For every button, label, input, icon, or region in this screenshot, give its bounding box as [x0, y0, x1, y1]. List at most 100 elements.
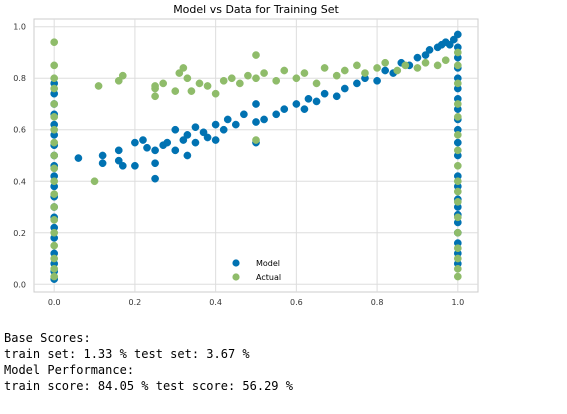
actual-point — [50, 125, 59, 134]
model-point — [453, 30, 462, 39]
model-point — [179, 136, 188, 144]
model-point — [260, 115, 268, 124]
actual-point — [260, 69, 268, 77]
actual-point — [453, 228, 462, 237]
x-tick-label: 0.8 — [371, 298, 384, 307]
actual-point — [393, 66, 402, 75]
model-performance-heading: Model Performance: — [4, 363, 135, 377]
model-point — [114, 156, 123, 165]
model-performance-line: train score: 84.05 % test score: 56.29 % — [4, 379, 293, 393]
actual-point — [453, 113, 462, 121]
actual-point — [453, 244, 462, 253]
actual-point — [433, 61, 442, 70]
model-point — [191, 138, 200, 147]
actual-point — [373, 64, 381, 72]
model-point — [74, 154, 83, 162]
actual-point — [312, 79, 321, 88]
model-point — [191, 123, 200, 132]
legend-label-model: Model — [256, 259, 280, 268]
actual-point — [453, 213, 462, 222]
model-point — [98, 159, 107, 168]
model-point — [151, 174, 159, 183]
actual-point — [421, 58, 430, 67]
actual-point — [211, 89, 220, 98]
actual-point — [453, 187, 462, 196]
model-point — [272, 110, 281, 119]
legend-label-actual: Actual — [256, 273, 281, 282]
actual-point — [292, 74, 301, 83]
model-point — [131, 138, 139, 147]
actual-point — [236, 79, 244, 88]
model-point — [223, 115, 232, 124]
actual-point — [183, 74, 192, 83]
actual-point — [203, 82, 212, 90]
legend-marker-model — [232, 259, 240, 267]
actual-point — [453, 61, 462, 70]
actual-point — [159, 79, 168, 88]
actual-point — [361, 69, 369, 77]
actual-point — [114, 76, 123, 85]
actual-point — [272, 76, 281, 85]
model-point — [292, 100, 301, 108]
chart-title: Model vs Data for Training Set — [173, 3, 339, 16]
x-tick-label: 0.4 — [209, 298, 222, 307]
actual-point — [50, 74, 59, 83]
actual-point — [50, 203, 59, 211]
actual-point — [453, 254, 462, 263]
actual-point — [50, 216, 59, 224]
actual-point — [453, 48, 462, 57]
actual-point — [171, 87, 180, 95]
model-point — [449, 35, 458, 44]
actual-point — [50, 84, 59, 93]
model-point — [340, 84, 349, 93]
actual-point — [50, 164, 59, 173]
actual-point — [50, 264, 59, 273]
actual-point — [453, 198, 462, 206]
model-point — [219, 125, 228, 134]
model-point — [98, 151, 107, 160]
model-point — [199, 128, 208, 137]
model-point — [139, 136, 147, 144]
actual-point — [50, 241, 59, 250]
actual-point — [332, 71, 341, 80]
model-point — [300, 105, 309, 113]
model-point — [171, 125, 180, 134]
actual-point — [50, 254, 59, 263]
actual-point — [252, 74, 260, 83]
actual-point — [401, 61, 410, 70]
model-point — [163, 138, 172, 147]
model-point — [320, 89, 329, 98]
actual-point — [175, 69, 184, 77]
scores-output: Base Scores: train set: 1.33 % test set:… — [4, 330, 564, 394]
actual-point — [50, 100, 59, 108]
model-point — [240, 110, 248, 119]
actual-point — [118, 71, 127, 80]
model-point — [312, 97, 321, 106]
actual-point — [50, 61, 59, 70]
model-point — [118, 161, 127, 170]
actual-point — [50, 272, 59, 281]
actual-point — [151, 82, 159, 90]
actual-point — [453, 264, 462, 273]
model-point — [171, 146, 180, 155]
actual-point — [187, 87, 196, 95]
actual-point — [453, 272, 462, 281]
model-point — [211, 136, 220, 144]
actual-point — [252, 136, 260, 144]
actual-point — [252, 51, 260, 59]
actual-point — [179, 64, 188, 72]
model-point — [353, 79, 361, 88]
model-point — [151, 159, 159, 168]
model-point — [280, 105, 289, 113]
x-tick-label: 0.0 — [48, 298, 61, 307]
actual-point — [300, 69, 309, 77]
actual-point — [353, 61, 361, 70]
actual-point — [50, 113, 59, 121]
actual-point — [340, 66, 349, 75]
model-point — [252, 100, 260, 108]
actual-point — [381, 58, 390, 67]
model-point — [131, 161, 139, 170]
model-point — [453, 138, 462, 147]
base-scores-heading: Base Scores: — [4, 331, 91, 345]
x-tick-label: 1.0 — [451, 298, 464, 307]
